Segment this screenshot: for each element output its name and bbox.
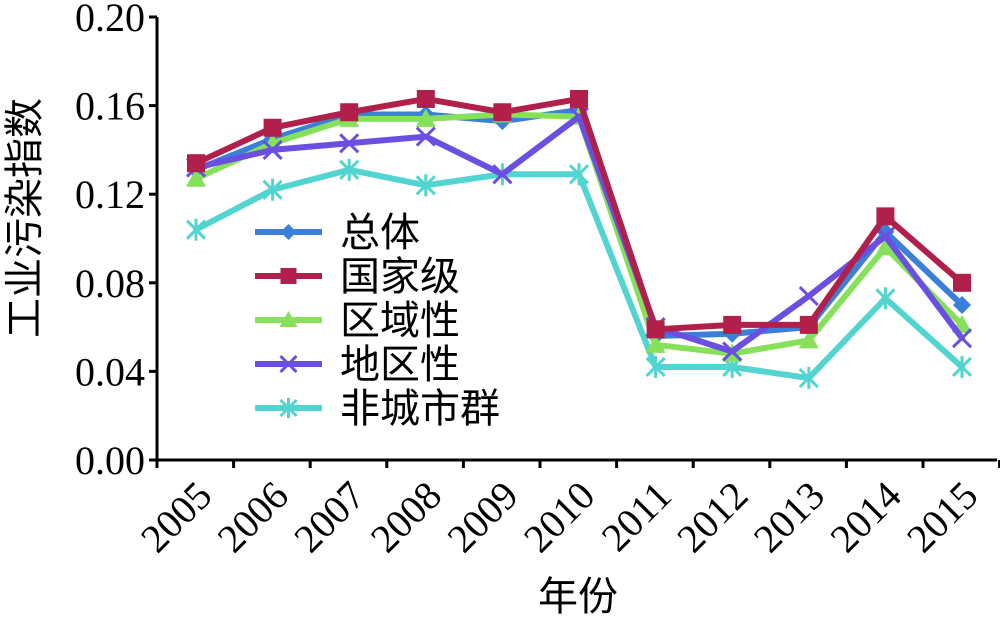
data-point [262, 178, 283, 201]
legend-item: 地区性 [255, 342, 460, 387]
data-point [187, 154, 205, 173]
data-point [415, 108, 436, 127]
data-point [339, 133, 360, 154]
x-tick-label: 2009 [438, 473, 526, 561]
y-tick-label: 0.08 [75, 261, 145, 306]
x-tick-label: 2007 [285, 473, 373, 561]
data-point [798, 330, 819, 349]
data-point [263, 118, 282, 137]
data-point [723, 315, 742, 334]
x-tick-label: 2011 [593, 473, 680, 560]
data-point [722, 341, 743, 362]
legend-item: 总体 [255, 210, 420, 255]
x-tick-label: 2005 [132, 473, 220, 561]
legend-item: 非城市群 [255, 386, 500, 431]
data-point [415, 126, 436, 147]
data-point [875, 226, 896, 247]
data-point [645, 355, 666, 378]
legend-item: 国家级 [255, 254, 460, 299]
x-tick-label: 2008 [362, 473, 450, 561]
y-tick-label: 0.16 [75, 84, 145, 129]
data-point [645, 334, 666, 353]
series-layer [185, 89, 973, 390]
data-point [875, 237, 896, 256]
data-point [875, 287, 896, 310]
legend-marker [279, 398, 298, 418]
x-tick-label: 2012 [668, 473, 756, 561]
x-tick-label: 2006 [209, 473, 297, 561]
data-point [876, 207, 895, 226]
y-axis-ticks: 0.00 0.04 0.08 0.12 0.16 0.20 [75, 0, 157, 483]
series-4 [185, 106, 973, 362]
legend-marker [279, 311, 298, 327]
data-point [415, 174, 436, 197]
data-point [951, 328, 973, 349]
legend-label: 地区性 [340, 342, 460, 387]
x-tick-label: 2014 [821, 473, 909, 561]
legend-label: 国家级 [340, 254, 460, 299]
y-tick-label: 0.00 [75, 438, 145, 483]
data-point [568, 163, 590, 186]
legend-marker [279, 354, 298, 374]
series-2 [187, 89, 971, 339]
data-point [340, 103, 359, 122]
data-point [186, 168, 206, 187]
data-point [570, 89, 588, 108]
data-point [953, 295, 971, 314]
data-point [799, 315, 818, 334]
data-point [953, 273, 971, 292]
data-point [493, 103, 512, 122]
legend-label: 非城市群 [340, 386, 500, 431]
series-1 [187, 101, 971, 345]
legend-marker [280, 224, 297, 240]
legend-label: 区域性 [340, 298, 460, 343]
x-tick-label: 2015 [898, 473, 986, 561]
legend-marker [280, 268, 297, 284]
data-point [185, 218, 207, 241]
y-tick-label: 0.20 [75, 0, 145, 40]
y-tick-label: 0.04 [75, 349, 145, 394]
data-point [339, 158, 360, 181]
data-point [951, 355, 973, 378]
series-5 [185, 158, 973, 390]
data-point [798, 367, 819, 390]
y-tick-label: 0.12 [75, 172, 145, 217]
legend-item: 区域性 [255, 298, 460, 343]
axes [155, 17, 997, 462]
x-tick-label: 2013 [745, 473, 833, 561]
y-axis-title: 工业污染指数 [2, 98, 47, 338]
x-axis-title: 年份 [538, 574, 618, 617]
data-point [646, 320, 665, 339]
data-point [416, 89, 435, 108]
legend-label: 总体 [340, 210, 420, 255]
data-point [492, 164, 513, 185]
x-tick-label: 2010 [515, 473, 603, 561]
data-point [262, 139, 283, 160]
data-point [798, 286, 819, 307]
x-axis-ticks: 2005200620072008200920102011201220132014… [132, 460, 1000, 561]
